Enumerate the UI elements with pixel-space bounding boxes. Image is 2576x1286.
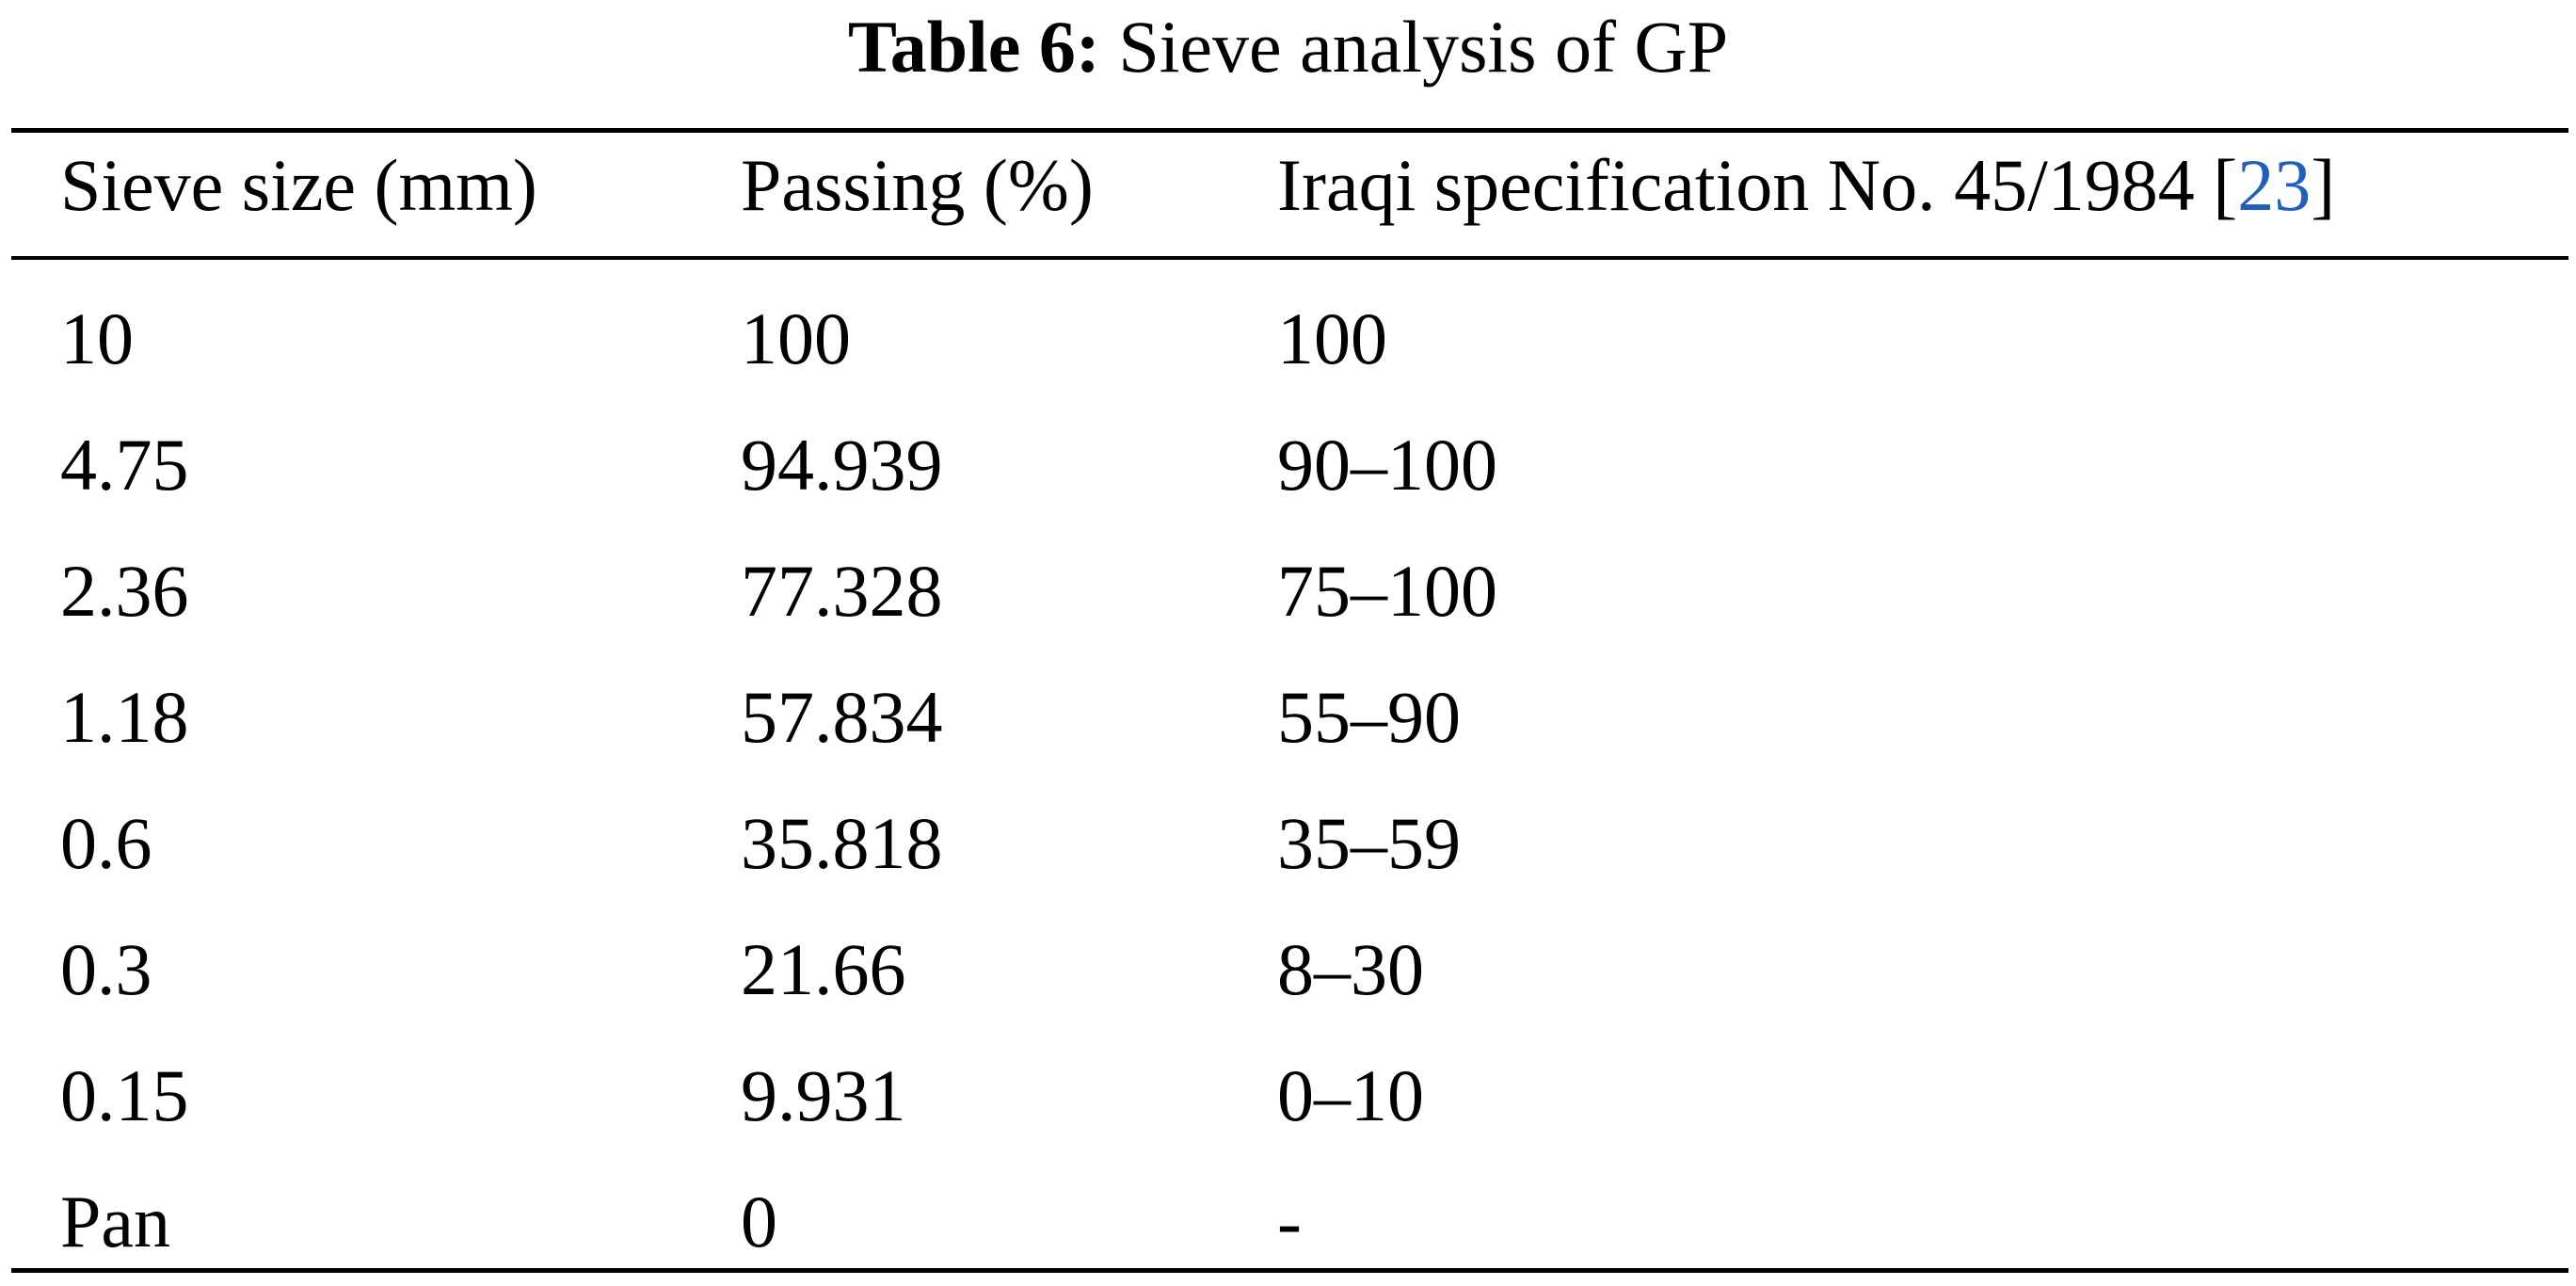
specification-cell: - — [1277, 1181, 1302, 1262]
passing-cell: 35.818 — [741, 802, 943, 884]
sieve-size-cell: 0.3 — [60, 928, 152, 1010]
header-sieve-size: Sieve size (mm) — [60, 144, 537, 226]
table-row: 1.18 57.834 55–90 — [0, 654, 2576, 780]
passing-cell: 100 — [741, 297, 851, 379]
table-caption: Table 6: Sieve analysis of GP — [0, 0, 2576, 104]
passing-cell: 21.66 — [741, 928, 906, 1010]
passing-cell: 9.931 — [741, 1054, 906, 1136]
table-row: 4.75 94.939 90–100 — [0, 402, 2576, 528]
header-rule — [11, 256, 2568, 260]
specification-cell: 100 — [1277, 297, 1387, 379]
passing-cell: 94.939 — [741, 424, 943, 506]
sieve-size-cell: 1.18 — [60, 676, 189, 758]
table-label: Table 6: — [847, 6, 1100, 88]
specification-cell: 90–100 — [1277, 424, 1497, 506]
sieve-size-cell: 4.75 — [60, 424, 189, 506]
bottom-rule — [11, 1268, 2568, 1273]
table-row: 0.6 35.818 35–59 — [0, 780, 2576, 907]
header-iraqi-specification: Iraqi specification No. 45/1984 [23] — [1277, 122, 2335, 249]
ref-bracket-open: [ — [2213, 144, 2238, 226]
sieve-size-cell: 0.6 — [60, 802, 152, 884]
table-row: 10 100 100 — [0, 276, 2576, 402]
table-title: Sieve analysis of GP — [1118, 6, 1729, 88]
sieve-size-cell: 2.36 — [60, 550, 189, 632]
header-row: Sieve size (mm) Passing (%) Iraqi specif… — [0, 122, 2576, 249]
table-row: 2.36 77.328 75–100 — [0, 528, 2576, 654]
top-rule — [11, 128, 2568, 133]
sieve-size-cell: 10 — [60, 297, 134, 379]
specification-cell: 75–100 — [1277, 550, 1497, 632]
table-row: 0.3 21.66 8–30 — [0, 907, 2576, 1033]
specification-cell: 55–90 — [1277, 676, 1461, 758]
specification-cell: 8–30 — [1277, 928, 1424, 1010]
header-spec-text: Iraqi specification No. 45/1984 — [1277, 144, 2195, 226]
sieve-size-cell: Pan — [60, 1181, 170, 1262]
specification-cell: 0–10 — [1277, 1054, 1424, 1136]
ref-bracket-close: ] — [2311, 144, 2336, 226]
passing-cell: 77.328 — [741, 550, 943, 632]
passing-cell: 57.834 — [741, 676, 943, 758]
specification-cell: 35–59 — [1277, 802, 1461, 884]
sieve-size-cell: 0.15 — [60, 1054, 189, 1136]
table-row: Pan 0 - — [0, 1159, 2576, 1285]
reference-link[interactable]: 23 — [2237, 144, 2312, 226]
table-row: 0.15 9.931 0–10 — [0, 1033, 2576, 1159]
passing-cell: 0 — [741, 1181, 777, 1262]
header-passing: Passing (%) — [741, 144, 1094, 226]
